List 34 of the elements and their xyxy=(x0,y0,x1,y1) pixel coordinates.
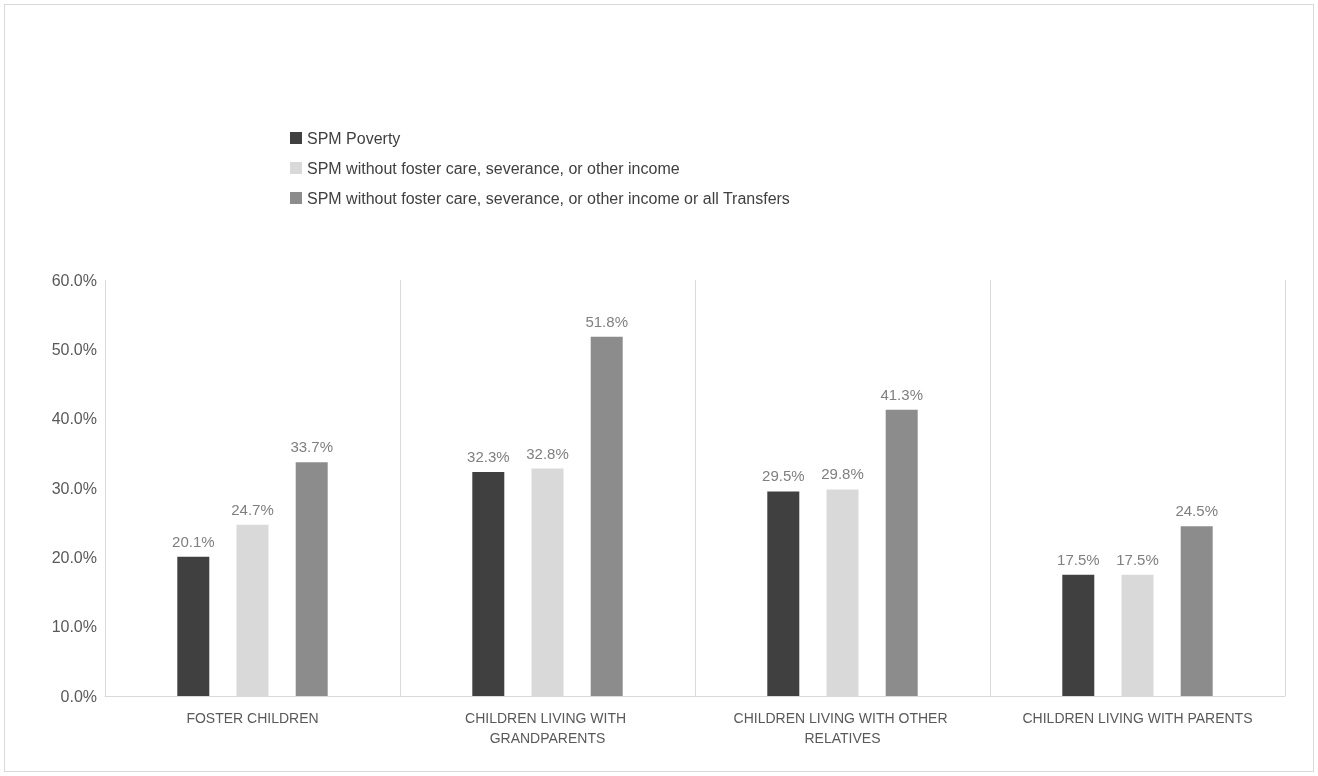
y-tick-label: 20.0% xyxy=(51,548,97,566)
bar xyxy=(1062,574,1095,696)
data-label: 29.5% xyxy=(762,467,805,485)
data-label: 33.7% xyxy=(290,438,333,456)
data-label: 24.7% xyxy=(231,500,274,518)
data-label: 20.1% xyxy=(172,532,215,550)
y-tick-label: 30.0% xyxy=(51,479,97,497)
legend-label: SPM without foster care, severance, or other income xyxy=(307,159,680,177)
data-label: 32.3% xyxy=(467,448,510,466)
y-tick-label: 50.0% xyxy=(51,340,97,358)
data-label: 24.5% xyxy=(1175,502,1218,520)
bar xyxy=(1180,526,1213,696)
data-label: 51.8% xyxy=(585,312,628,330)
y-tick-label: 40.0% xyxy=(51,410,97,428)
data-label: 29.8% xyxy=(821,465,864,483)
bar xyxy=(472,472,505,696)
bar xyxy=(295,462,328,696)
data-label: 41.3% xyxy=(880,385,923,403)
x-tick-label: FOSTER CHILDREN xyxy=(186,710,319,726)
bar xyxy=(885,409,918,696)
data-label: 32.8% xyxy=(526,444,569,462)
data-label: 17.5% xyxy=(1057,550,1100,568)
legend-label: SPM Poverty xyxy=(307,129,401,147)
y-tick-label: 60.0% xyxy=(51,271,97,289)
bar xyxy=(767,491,800,696)
x-tick-label: CHILDREN LIVING WITH PARENTS xyxy=(1022,710,1253,726)
legend-label: SPM without foster care, severance, or other income or all Transfers xyxy=(307,189,790,207)
bar xyxy=(177,556,210,696)
bar xyxy=(590,336,623,696)
y-tick-label: 0.0% xyxy=(60,687,97,705)
data-label: 17.5% xyxy=(1116,550,1159,568)
y-tick-label: 10.0% xyxy=(51,618,97,636)
x-tick-label: CHILDREN LIVING WITH OTHER RELATIVES xyxy=(733,710,952,746)
x-tick-label: CHILDREN LIVING WITH GRANDPARENTS xyxy=(465,710,630,746)
